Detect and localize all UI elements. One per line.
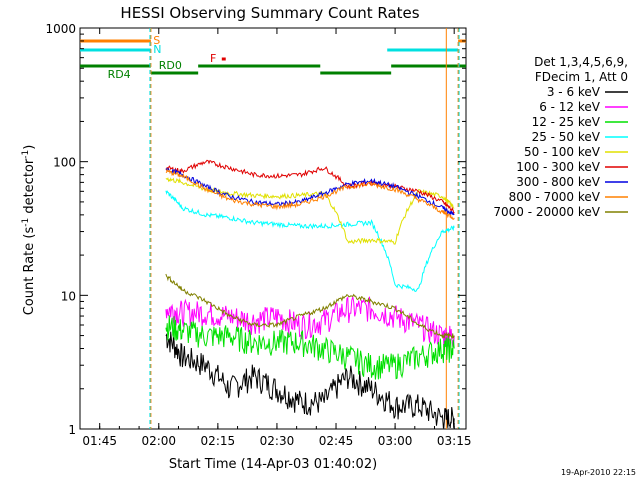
y-axis-ticks: 1 10 100 1000 [45,22,466,437]
data-series [165,159,455,429]
legend-entry-label: 12 - 25 keV [532,115,601,129]
series-line [165,190,455,292]
y-axis-label: Count Rate (s-1 detector-1) [21,145,37,316]
legend-entry-label: 6 - 12 keV [539,100,601,114]
series-line [165,331,455,429]
legend-entry-label: 50 - 100 keV [524,145,601,159]
legend-header-line-2: FDecim 1, Att 0 [535,70,628,84]
legend-entry-label: 100 - 300 keV [516,160,600,174]
y-tick-label: 10 [61,289,76,303]
y-tick-label: 1 [68,423,76,437]
night-flag-label: N [153,43,161,56]
legend-entry-label: 3 - 6 keV [547,85,601,99]
legend-entry-label: 300 - 800 keV [516,175,600,189]
y-tick-label: 1000 [45,22,76,36]
series-line [165,167,455,220]
x-tick-label: 03:15 [437,434,472,448]
legend: Det 1,3,4,5,6,9, FDecim 1, Att 0 3 - 6 k… [493,55,628,219]
x-tick-label: 03:00 [378,434,413,448]
x-tick-label: 02:45 [319,434,354,448]
flag-bars: SN RD0 RD4 F [80,28,466,429]
series-line [165,273,455,340]
x-tick-label: 02:15 [201,434,236,448]
legend-entry-label: 7000 - 20000 keV [493,205,600,219]
x-axis-label: Start Time (14-Apr-03 01:40:02) [169,457,377,472]
x-axis-ticks: 01:45 02:00 02:15 02:30 02:45 03:00 03:15 [79,28,472,448]
x-tick-label: 02:00 [141,434,176,448]
flare-flag-label: F [210,52,216,65]
rd0-flag-label: RD0 [159,59,182,72]
y-tick-label: 100 [53,156,76,170]
legend-entry-label: 800 - 7000 keV [509,190,601,204]
timestamp: 19-Apr-2010 22:15 [561,468,636,477]
rd4-flag-label: RD4 [108,68,131,81]
saa-flag-label: S [153,34,160,47]
x-tick-label: 01:45 [82,434,117,448]
plot-frame [79,27,467,430]
x-tick-label: 02:30 [260,434,295,448]
chart-title: HESSI Observing Summary Count Rates [120,4,419,22]
legend-entry-label: 25 - 50 keV [532,130,601,144]
series-line [165,315,455,380]
series-line [165,296,455,351]
legend-header-line-1: Det 1,3,4,5,6,9, [534,55,628,69]
series-line [165,159,455,214]
